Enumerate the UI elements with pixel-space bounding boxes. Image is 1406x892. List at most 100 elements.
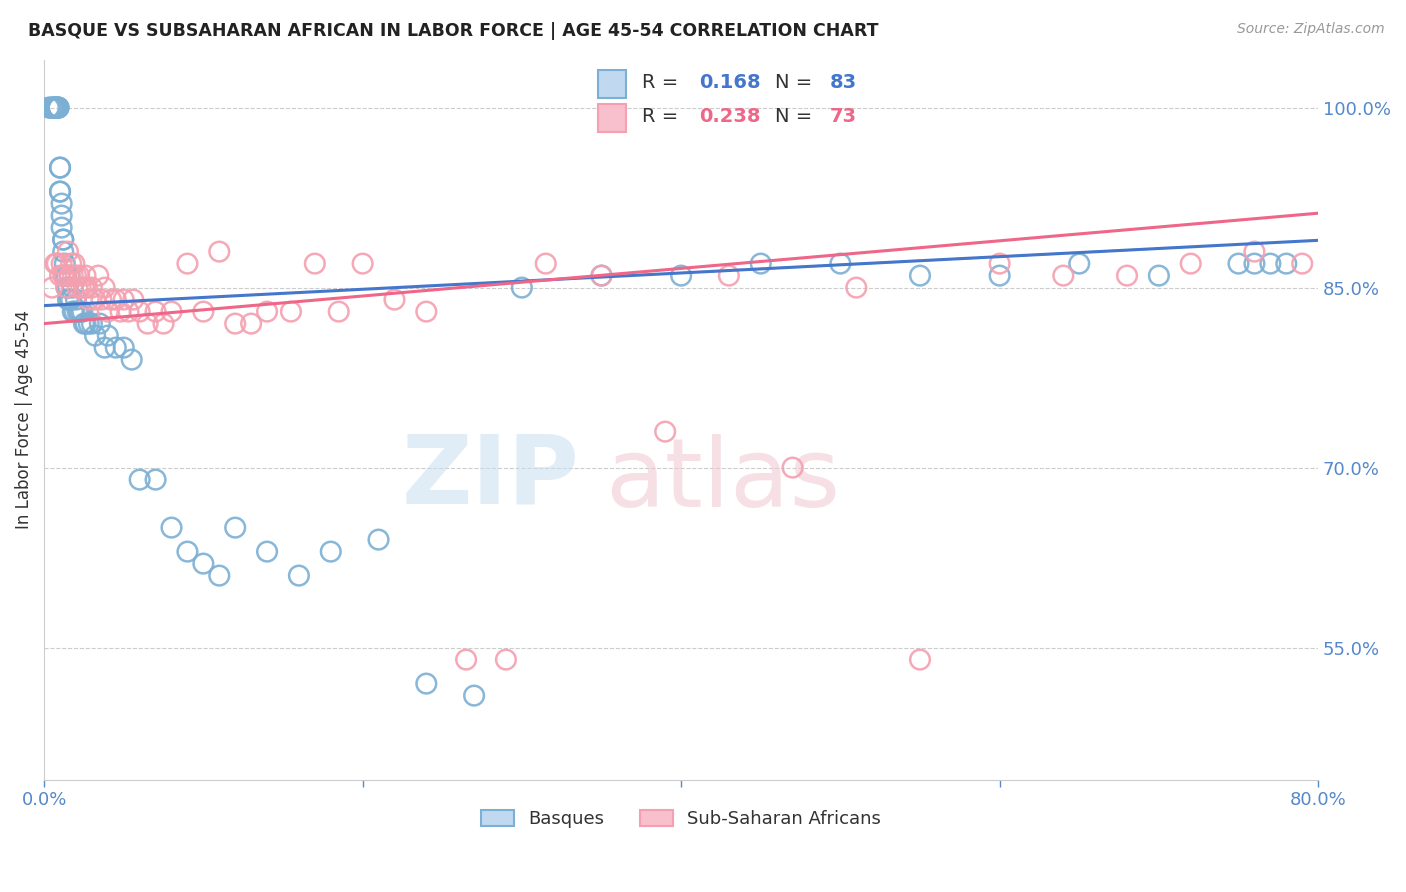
Point [908,652,931,666]
Point [44,101,66,115]
Point [67,268,90,283]
Text: R =: R = [641,73,685,92]
FancyBboxPatch shape [599,70,626,98]
Point [510,280,533,294]
Point [256,544,278,558]
Point [304,257,326,271]
Point [45,101,67,115]
Point [53,257,76,271]
Point [160,304,183,318]
Point [45,101,67,115]
Point [60,257,83,271]
Point [44,101,66,115]
Point [51,220,73,235]
Point [48,101,70,115]
Point [1180,257,1202,271]
Point [49,268,72,283]
Point [63,257,86,271]
Point [39,101,62,115]
Point [534,257,557,271]
Point [42,101,65,115]
Text: R =: R = [641,107,685,126]
Point [53,268,76,283]
Point [224,317,246,331]
Point [160,520,183,534]
Point [80,317,103,331]
Point [117,304,139,318]
Point [1291,257,1313,271]
Point [110,304,132,318]
Point [1243,257,1265,271]
Point [53,268,76,283]
Point [256,304,278,318]
Point [62,268,84,283]
Point [56,244,79,259]
Point [193,557,215,571]
Point [112,293,135,307]
Point [66,280,89,294]
Point [208,244,231,259]
Point [367,533,389,547]
Point [128,304,150,318]
Point [136,317,159,331]
Point [97,328,120,343]
Point [591,268,613,283]
Point [845,280,868,294]
Point [42,101,65,115]
Point [84,328,107,343]
Point [988,257,1011,271]
Point [56,280,79,294]
Point [51,257,73,271]
Point [280,304,302,318]
Point [1260,257,1282,271]
Point [1147,268,1170,283]
Point [44,101,66,115]
Point [1227,257,1250,271]
Point [717,268,740,283]
Point [48,101,70,115]
Point [193,304,215,318]
Point [58,268,80,283]
Point [654,425,676,439]
Point [62,280,84,294]
Point [51,196,73,211]
Point [100,293,122,307]
Point [176,257,198,271]
Point [56,293,79,307]
Point [60,293,83,307]
Point [782,460,804,475]
Point [69,304,91,318]
Point [69,280,91,294]
Point [224,520,246,534]
Point [55,280,77,294]
Point [87,268,110,283]
Point [80,280,103,294]
Point [52,268,75,283]
Point [76,280,98,294]
Point [93,280,115,294]
Point [240,317,263,331]
Point [415,676,437,690]
Point [55,280,77,294]
Point [456,652,478,666]
Point [93,341,115,355]
Point [145,473,167,487]
Point [1116,268,1139,283]
Text: ZIP: ZIP [401,431,579,524]
Point [352,257,374,271]
Point [122,293,145,307]
Point [44,257,66,271]
Point [75,317,97,331]
Point [41,280,63,294]
FancyBboxPatch shape [599,104,626,132]
Point [52,233,75,247]
Point [830,257,852,271]
Point [38,101,60,115]
Point [749,257,772,271]
Point [97,304,120,318]
Point [463,689,485,703]
Legend: Basques, Sub-Saharan Africans: Basques, Sub-Saharan Africans [474,803,889,836]
Point [66,304,89,318]
Point [51,209,73,223]
Point [45,257,67,271]
